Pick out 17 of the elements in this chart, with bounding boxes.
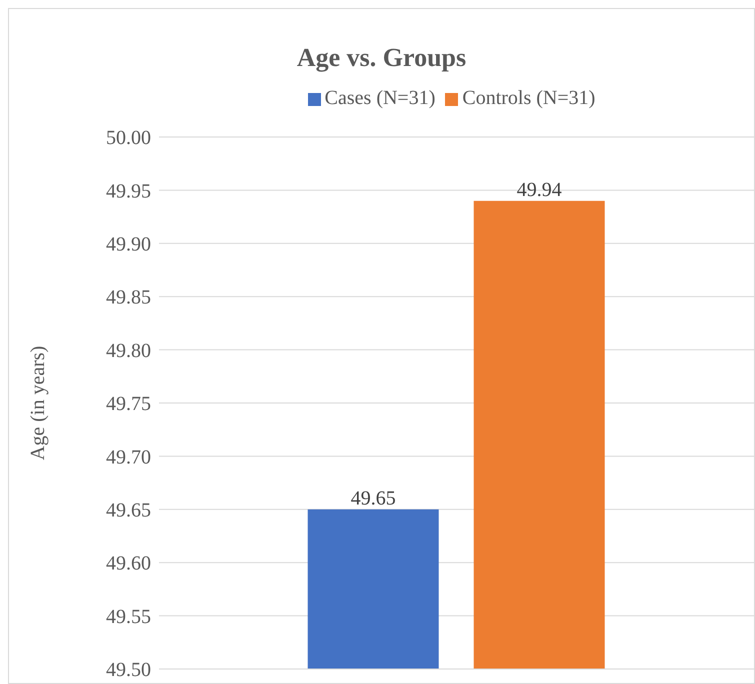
y-axis-title: Age (in years)	[27, 346, 50, 460]
y-tick-label: 50.00	[106, 127, 151, 150]
y-tick-label: 49.70	[106, 446, 151, 468]
y-tick-label: 49.55	[106, 606, 151, 628]
y-tick-label: 49.60	[106, 552, 151, 575]
legend-label: Controls (N=31)	[462, 87, 596, 109]
y-tick-label: 49.90	[106, 234, 151, 256]
y-tick-label: 49.50	[106, 659, 151, 682]
y-tick-label: 49.95	[106, 180, 151, 202]
y-tick-label: 49.85	[106, 286, 151, 309]
data-label: 49.65	[350, 487, 396, 510]
y-tick-label: 49.80	[106, 340, 151, 362]
y-tick-label: 49.65	[106, 500, 151, 522]
legend-label: Cases (N=31)	[324, 87, 436, 109]
chart-title: Age vs. Groups	[296, 42, 468, 74]
data-label: 49.94	[516, 178, 562, 201]
y-tick-label: 49.75	[106, 393, 151, 416]
